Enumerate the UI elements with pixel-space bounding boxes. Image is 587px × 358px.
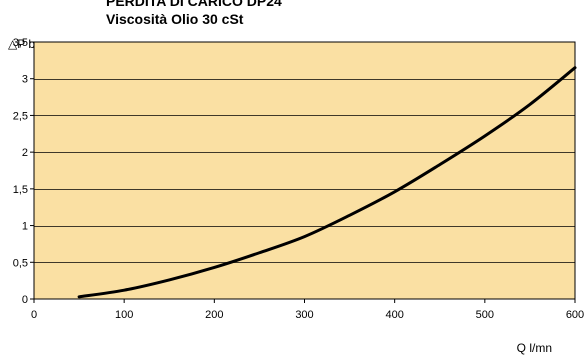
y-tick-label-1: 0,5 <box>13 257 28 269</box>
x-tick-label-4: 400 <box>385 309 403 321</box>
chart-title: PERDITA DI CARICO DP24 <box>106 0 282 9</box>
x-axis-title: Q l/mn <box>517 341 552 355</box>
y-tick-label-4: 2 <box>22 147 28 159</box>
grid-lines <box>34 79 575 263</box>
y-tick-label-0: 0 <box>22 294 28 306</box>
axes: 0 0,5 1 1,5 2 2,5 3 3,5 0 100 200 300 400 500 600 <box>13 37 584 321</box>
plot-area <box>33 41 576 300</box>
y-tick-label-5: 2,5 <box>13 110 28 122</box>
y-tick-label-7: 3,5 <box>13 37 28 49</box>
x-tick-label-5: 500 <box>476 309 494 321</box>
y-tick-label-2: 1 <box>22 221 28 233</box>
x-tick-label-1: 100 <box>115 309 133 321</box>
chart-subtitle: Viscosità Olio 30 cSt <box>106 11 244 27</box>
y-tick-label-6: 3 <box>22 74 28 86</box>
x-tick-label-2: 200 <box>205 309 223 321</box>
x-tick-label-6: 600 <box>566 309 584 321</box>
y-tick-label-3: 1,5 <box>13 184 28 196</box>
series-layer <box>77 66 577 299</box>
x-tick-label-0: 0 <box>31 309 37 321</box>
x-tick-label-3: 300 <box>295 309 313 321</box>
series-line-0 <box>77 66 577 299</box>
